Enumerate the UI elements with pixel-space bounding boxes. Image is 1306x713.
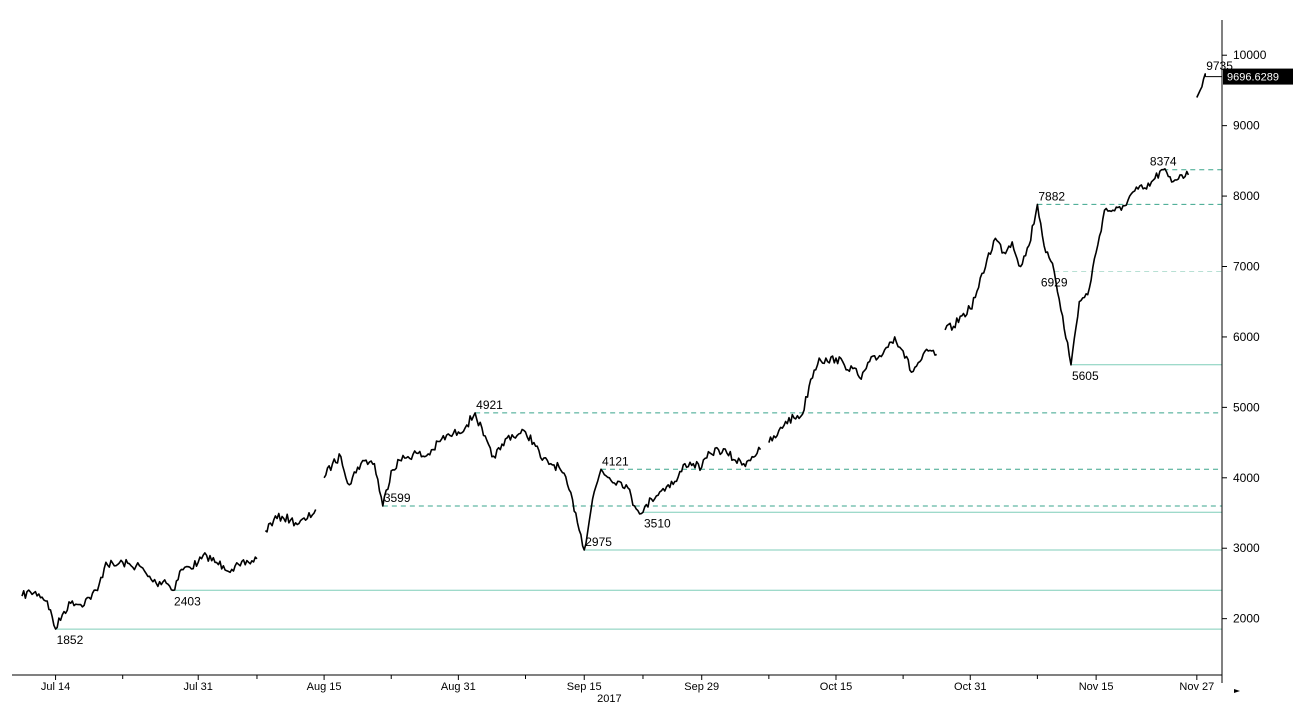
price-line-segment	[21, 552, 258, 630]
last-value-label: 9696.6289	[1227, 72, 1279, 84]
y-tick-label: 10000	[1233, 48, 1267, 62]
price-line-segment	[768, 336, 937, 443]
series-group	[21, 73, 1206, 630]
last-value-badge	[1223, 68, 1293, 85]
y-tick-label: 8000	[1233, 189, 1260, 203]
x-tick-label: Nov 27	[1179, 681, 1214, 693]
x-tick-label: Jul 14	[41, 681, 70, 693]
annotation-label-2403: 2403	[174, 594, 201, 608]
reference-lines	[55, 169, 1222, 630]
annotation-label-4921: 4921	[476, 398, 503, 412]
y-tick-label: 9000	[1233, 119, 1260, 133]
annotation-label-8374: 8374	[1150, 155, 1177, 169]
x-tick-label: Sep 29	[684, 681, 719, 693]
price-line-segment	[264, 509, 317, 533]
x-tick-label: Nov 15	[1079, 681, 1114, 693]
annotation-label-4121: 4121	[602, 454, 629, 468]
x-tick-label: Sep 15	[567, 681, 602, 693]
axis-arrow-icon	[1234, 689, 1240, 693]
annotation-label-1852: 1852	[57, 633, 84, 647]
x-year-label: 2017	[597, 693, 621, 705]
x-tick-label: Oct 31	[954, 681, 986, 693]
y-tick-label: 2000	[1233, 612, 1260, 626]
price-line-segment	[1196, 73, 1206, 98]
annotation-label-7882: 7882	[1038, 189, 1065, 203]
y-tick-label: 5000	[1233, 400, 1260, 414]
y-tick-label: 3000	[1233, 541, 1260, 555]
x-tick-label: Aug 15	[307, 681, 342, 693]
x-tick-label: Oct 15	[820, 681, 852, 693]
annotation-label-6929: 6929	[1041, 276, 1068, 290]
x-tick-label: Jul 31	[184, 681, 213, 693]
annotation-label-3599: 3599	[384, 491, 411, 505]
y-tick-label: 4000	[1233, 471, 1260, 485]
x-axis: Jul 14 Jul 31 Aug 15 Aug 31 Sep 15 Sep 29 Oct …	[12, 674, 1240, 705]
y-axis: 2000 3000 4000 5000 6000 7000 8000 9000 10000 969…	[1205, 20, 1293, 683]
annotation-label-3510: 3510	[644, 516, 671, 530]
x-tick-label: Aug 31	[441, 681, 476, 693]
annotation-labels: 1852 2403 2975 3510 3599 4121 4921 5605 6929 7882…	[57, 59, 1234, 647]
annotation-label-2975: 2975	[585, 535, 612, 549]
y-tick-label: 6000	[1233, 330, 1260, 344]
price-line-segment	[323, 412, 762, 551]
y-tick-label: 7000	[1233, 260, 1260, 274]
price-line-segment	[944, 168, 1190, 366]
annotation-label-5605: 5605	[1072, 369, 1099, 383]
